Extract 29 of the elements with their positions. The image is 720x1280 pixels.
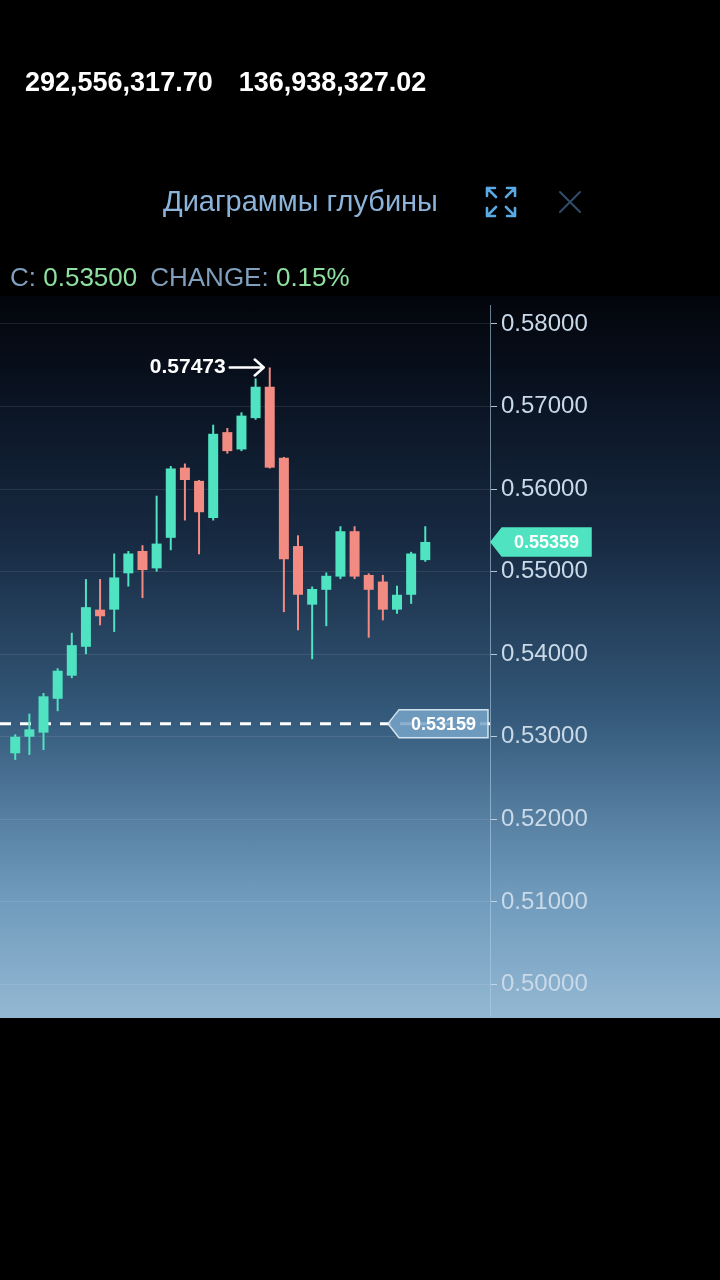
y-tick-label: 0.55000: [501, 556, 588, 584]
y-tick-label: 0.56000: [501, 473, 588, 501]
y-tick-label: 0.57000: [501, 391, 588, 419]
text: 136,938,327.02: [238, 66, 427, 99]
y-tick-label: 0.54000: [501, 638, 588, 666]
candlestick: [307, 585, 318, 661]
candlestick: [179, 462, 190, 522]
candlestick: [222, 427, 233, 455]
y-tick-label: 0.53000: [501, 721, 588, 749]
candlestick: [24, 712, 35, 756]
candlestick: [123, 550, 134, 588]
candlestick: [10, 733, 21, 761]
candlestick: [392, 584, 402, 615]
text: C: 0.53500: [10, 262, 138, 292]
y-tick-label: 0.50000: [501, 969, 588, 997]
text: 292,556,317.70: [25, 66, 213, 99]
y-tick-label: 0.52000: [501, 803, 588, 831]
candlestick: [321, 571, 332, 628]
text: CHANGE: 0.15%: [150, 262, 350, 292]
candlestick: [363, 572, 374, 639]
candlestick: [95, 578, 106, 627]
y-tick-label: 0.58000: [501, 308, 588, 336]
candlestick: [137, 544, 148, 600]
candlestick: [420, 525, 431, 563]
y-tick-label: 0.51000: [501, 886, 588, 914]
ref-line-label: 0.53159: [410, 713, 477, 734]
annotation: 0.57473: [149, 354, 226, 378]
text: Диаграммы глубины: [163, 184, 438, 219]
text: 0.55359: [513, 531, 580, 552]
